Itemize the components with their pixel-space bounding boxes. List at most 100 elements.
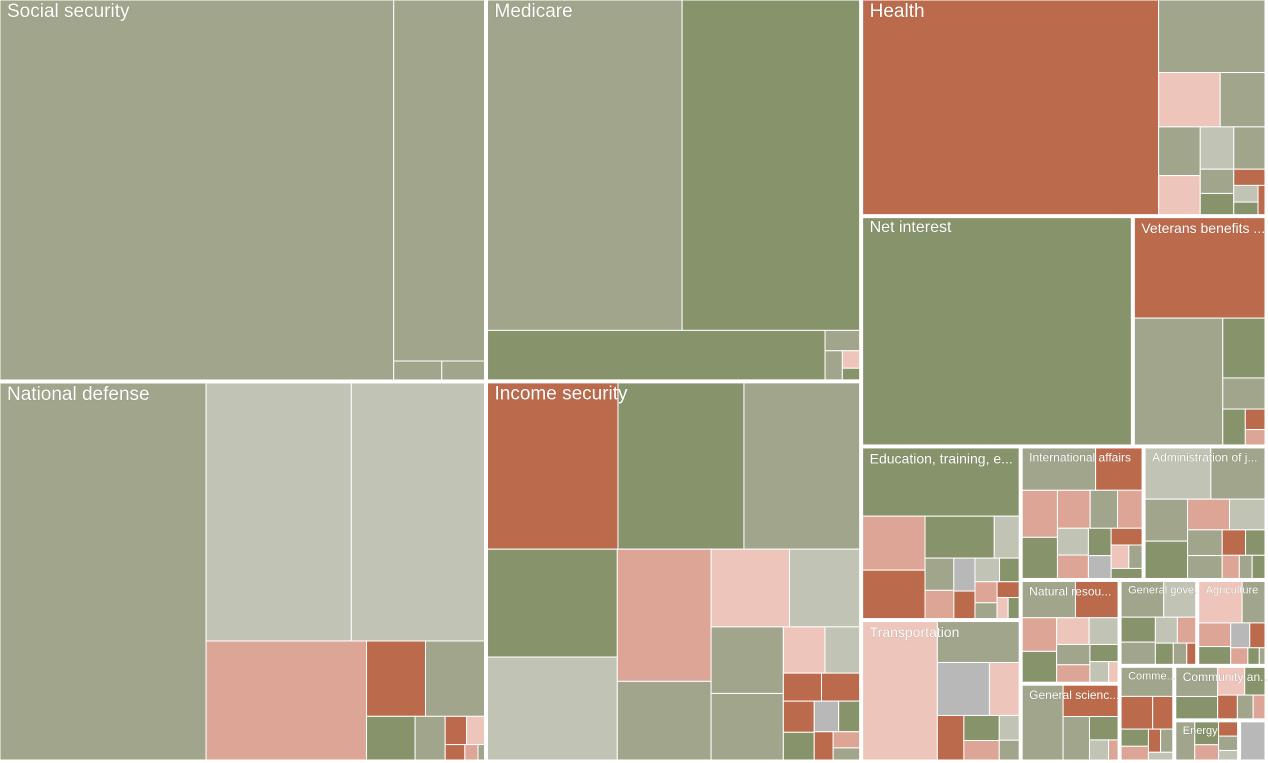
cell bbox=[1244, 429, 1266, 446]
cell bbox=[710, 626, 784, 694]
cell bbox=[832, 731, 861, 749]
cell bbox=[1087, 527, 1112, 557]
cell bbox=[862, 569, 926, 620]
cell bbox=[824, 626, 861, 674]
cell bbox=[1240, 721, 1266, 761]
cell bbox=[1219, 72, 1266, 128]
cell bbox=[710, 548, 790, 628]
cell bbox=[0, 0, 395, 381]
group-label: Social security bbox=[7, 1, 130, 22]
cell bbox=[477, 744, 486, 761]
group-label: Health bbox=[870, 1, 925, 22]
cell bbox=[743, 382, 861, 550]
cell bbox=[0, 382, 207, 761]
cell bbox=[1056, 664, 1091, 683]
cell bbox=[1194, 744, 1220, 761]
group-label: Community an... bbox=[1183, 670, 1268, 684]
cell bbox=[366, 715, 416, 761]
cell bbox=[1233, 168, 1266, 186]
cell bbox=[464, 744, 479, 761]
cell bbox=[1187, 555, 1223, 579]
cell bbox=[414, 715, 446, 761]
cell bbox=[616, 680, 712, 761]
group-label: Transportation bbox=[870, 624, 960, 640]
group-label: Comme... bbox=[1128, 671, 1176, 683]
cell bbox=[444, 744, 466, 761]
cell bbox=[487, 656, 618, 761]
cell bbox=[832, 747, 861, 761]
cell bbox=[974, 557, 1001, 583]
cell bbox=[862, 0, 1160, 216]
cell bbox=[1133, 217, 1266, 319]
group-label: International affairs bbox=[1029, 451, 1131, 465]
cell bbox=[1229, 498, 1266, 531]
cell bbox=[487, 382, 619, 550]
cell bbox=[1233, 184, 1259, 203]
cell bbox=[1120, 728, 1149, 747]
cell bbox=[820, 672, 861, 702]
group-label: Natural resou... bbox=[1029, 584, 1111, 598]
cell bbox=[824, 329, 861, 352]
cell bbox=[710, 692, 784, 761]
cell bbox=[1089, 661, 1110, 683]
cell bbox=[1154, 642, 1174, 665]
cell bbox=[1158, 175, 1201, 216]
cell bbox=[1144, 498, 1189, 542]
cell bbox=[1021, 650, 1058, 683]
cell bbox=[782, 700, 815, 733]
cell bbox=[782, 672, 822, 702]
cell bbox=[936, 621, 1020, 663]
cell bbox=[1110, 527, 1143, 546]
cell bbox=[1187, 498, 1231, 531]
cell bbox=[441, 360, 486, 381]
cell bbox=[425, 640, 486, 717]
cell bbox=[1021, 536, 1058, 579]
cell bbox=[862, 621, 938, 761]
cell bbox=[1021, 580, 1076, 619]
group-label: General gove... bbox=[1128, 585, 1203, 597]
cell bbox=[1158, 126, 1201, 177]
cell bbox=[999, 557, 1020, 583]
cell bbox=[616, 548, 712, 682]
cell bbox=[1222, 408, 1246, 446]
cell bbox=[1158, 0, 1266, 74]
cell bbox=[1108, 739, 1119, 761]
cell bbox=[862, 217, 1132, 446]
cell bbox=[1199, 126, 1235, 170]
cell bbox=[988, 661, 1020, 716]
cell bbox=[1056, 554, 1089, 579]
cell bbox=[1217, 694, 1238, 720]
cell bbox=[824, 350, 843, 381]
cell bbox=[1198, 622, 1232, 648]
cell bbox=[205, 640, 368, 761]
cell bbox=[1056, 527, 1089, 556]
cell bbox=[936, 714, 965, 761]
cell bbox=[788, 548, 861, 628]
group-label: Net interest bbox=[870, 219, 952, 236]
cell bbox=[998, 739, 1020, 761]
cell bbox=[681, 0, 861, 331]
cell bbox=[838, 700, 861, 733]
cell bbox=[936, 661, 990, 716]
cell bbox=[813, 700, 840, 733]
cell bbox=[1247, 647, 1260, 665]
cell bbox=[366, 640, 427, 717]
cell bbox=[1144, 447, 1212, 500]
cell bbox=[1144, 540, 1189, 579]
cell bbox=[1257, 184, 1266, 216]
cell bbox=[1133, 317, 1224, 446]
cell bbox=[1062, 684, 1119, 718]
cell bbox=[444, 715, 468, 746]
cell bbox=[1230, 647, 1249, 665]
cell bbox=[1198, 580, 1243, 624]
cell bbox=[1187, 529, 1223, 557]
cell bbox=[782, 731, 815, 761]
cell bbox=[1210, 447, 1266, 500]
cell bbox=[487, 548, 618, 658]
cell bbox=[996, 597, 1009, 620]
cell bbox=[963, 740, 1000, 761]
cell bbox=[1056, 617, 1090, 645]
cell bbox=[1089, 643, 1119, 663]
cell bbox=[1120, 666, 1174, 697]
